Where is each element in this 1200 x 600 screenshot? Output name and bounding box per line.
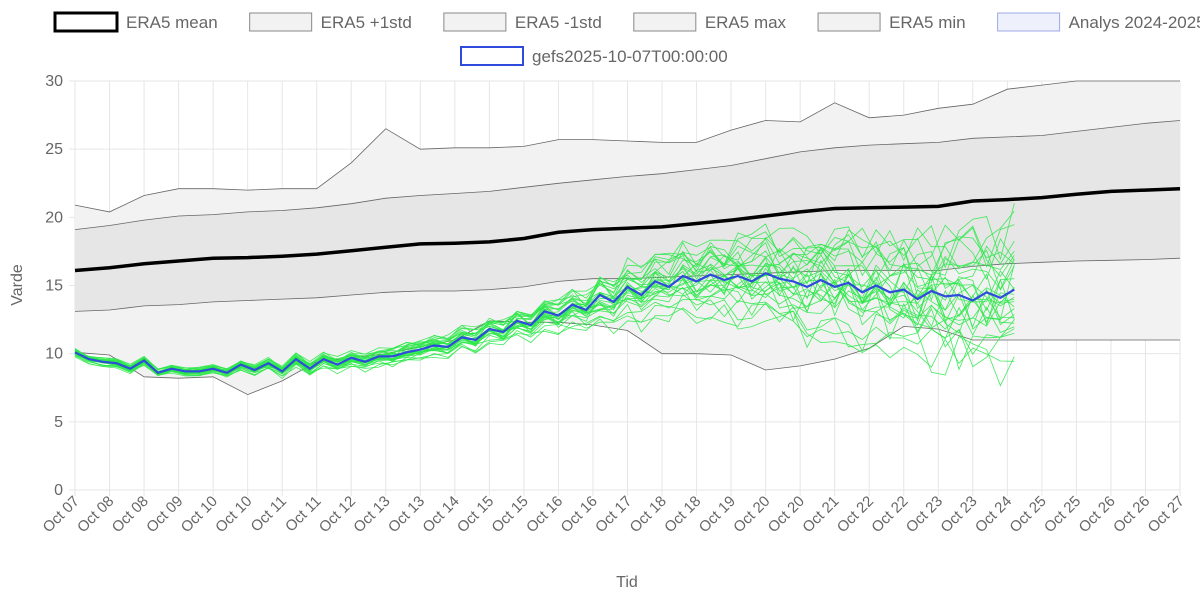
x-tick-label: Oct 25 [1006,493,1049,536]
x-tick-label: Oct 21 [799,493,842,536]
legend-swatch [817,12,881,32]
x-tick-label: Oct 22 [834,493,877,536]
legend-item: Analys 2024-2025 [997,12,1200,32]
legend-item: ERA5 +1std [249,12,412,32]
y-tick-label: 30 [45,73,63,90]
x-tick-label: Oct 25 [1041,493,1084,536]
x-tick-label: Oct 11 [282,493,324,535]
era5-mean-line [74,186,1181,273]
x-tick-label: Oct 27 [1145,493,1188,536]
x-tick-label: Oct 24 [972,493,1015,536]
x-tick-label: Oct 16 [558,493,601,536]
y-tick-labels: 0 5 10 15 20 25 30 [45,73,63,499]
x-tick-label: Oct 18 [661,493,704,536]
x-tick-label: Oct 26 [1110,493,1153,536]
x-tick-label: Oct 23 [903,493,946,536]
legend-swatch [443,12,507,32]
x-axis-label: Tid [616,574,638,591]
y-tick-label: 10 [45,346,63,363]
x-tick-label: Oct 09 [143,493,186,536]
x-tick-label: Oct 07 [40,493,83,536]
x-tick-label: Oct 20 [730,493,773,536]
x-tick-label: Oct 19 [696,493,739,536]
y-tick-label: 0 [54,482,63,499]
y-axis-label: Varde [9,264,26,306]
gefs-control-line [74,271,1015,375]
ensemble-member-line [74,274,1015,375]
x-tick-label: Oct 23 [937,493,980,536]
x-tick-label: Oct 22 [868,493,911,536]
x-tick-label: Oct 08 [109,493,152,536]
x-tick-label: Oct 14 [419,493,462,536]
y-tick-label: 25 [45,141,63,158]
legend-item: ERA5 mean [53,11,218,33]
x-tick-label: Oct 15 [488,493,531,536]
legend-label: Analys 2024-2025 [1069,13,1200,32]
legend-item: gefs2025-10-07T00:00:00 [460,46,728,66]
x-tick-label: Oct 20 [765,493,808,536]
legend-item: ERA5 min [817,12,966,32]
legend-item: ERA5 -1std [443,12,602,32]
x-tick-label: Oct 08 [74,493,117,536]
x-tick-label: Oct 15 [454,493,497,536]
legend-label: ERA5 max [705,13,787,32]
legend-swatch [53,11,119,33]
legend-item: ERA5 max [633,12,787,32]
ensemble-member-line [74,303,1015,387]
ensemble-member-line [74,282,1015,376]
x-tick-label: Oct 17 [592,493,635,536]
legend-swatch [997,12,1061,32]
x-tick-label: Oct 26 [1075,493,1118,536]
legend-label: ERA5 min [889,13,966,32]
x-tick-label: Oct 10 [212,493,255,536]
x-tick-label: Oct 10 [178,493,221,536]
ensemble-member-line [74,223,1015,371]
x-tick-label: Oct 16 [523,493,566,536]
x-tick-label: Oct 13 [350,493,393,536]
legend-swatch [633,12,697,32]
legend-swatch [460,46,524,66]
legend-swatch [249,12,313,32]
x-tick-label: Oct 12 [316,493,359,536]
main-lines [74,186,1181,375]
legend: ERA5 mean ERA5 +1std ERA5 -1std ERA5 max ERA… [53,11,1200,66]
y-tick-label: 5 [54,414,63,431]
y-tick-label: 20 [45,209,63,226]
legend-label: ERA5 +1std [321,13,412,32]
x-tick-label: Oct 11 [248,493,290,535]
legend-label: gefs2025-10-07T00:00:00 [532,47,728,66]
y-tick-label: 15 [45,278,63,295]
legend-label: ERA5 -1std [515,13,602,32]
ensemble-member-line [74,234,1015,373]
era5-min-line [74,320,1180,396]
ensemble-lines [74,203,1015,387]
era5-max-line [74,80,1180,213]
x-tick-label: Oct 18 [627,493,670,536]
x-tick-label: Oct 13 [385,493,428,536]
ensemble-member-line [74,203,1015,370]
legend-label: ERA5 mean [126,13,218,32]
era5-plus1std-line [74,120,1181,230]
